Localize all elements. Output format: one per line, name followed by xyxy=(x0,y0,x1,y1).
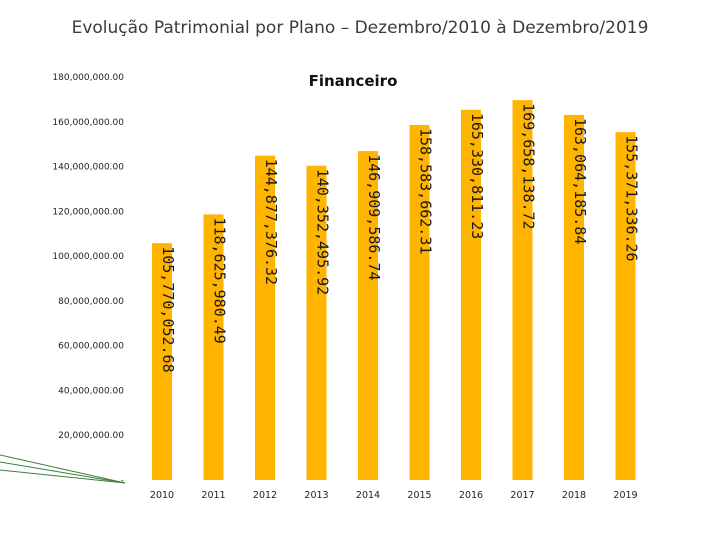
value-label-2012: 144,877,376.32 xyxy=(262,159,280,285)
decorative-corner-lines xyxy=(0,454,126,484)
y-tick-label: 140,000,000.00 xyxy=(52,163,124,173)
x-tick-label: 2014 xyxy=(356,490,380,501)
bar-2017 xyxy=(512,100,533,480)
value-label-2013: 140,352,495.92 xyxy=(314,169,332,295)
x-tick-label: 2019 xyxy=(613,490,637,501)
bar-2012 xyxy=(255,155,275,480)
decor-line xyxy=(0,469,126,484)
x-tick-label: 2015 xyxy=(407,490,431,501)
slide-title: Evolução Patrimonial por Plano – Dezembr… xyxy=(71,18,649,38)
x-tick-label: 2018 xyxy=(562,490,586,501)
value-label-2010: 105,770,052.68 xyxy=(159,246,177,372)
value-label-2018: 163,064,185.84 xyxy=(571,118,589,244)
value-label-2014: 146,909,586.74 xyxy=(365,154,383,280)
decor-line xyxy=(0,454,126,484)
x-tick-label: 2012 xyxy=(253,490,277,501)
chart-title: Financeiro xyxy=(309,72,398,90)
y-tick-label: - xyxy=(121,476,124,486)
decor-line xyxy=(0,461,126,484)
y-tick-label: 20,000,000.00 xyxy=(58,431,124,441)
x-tick-label: 2010 xyxy=(150,490,174,501)
bar-series xyxy=(152,100,636,481)
y-axis: - 20,000,000.00 40,000,000.00 60,000,000.00… xyxy=(52,73,124,486)
x-tick-label: 2017 xyxy=(510,490,534,501)
x-tick-label: 2016 xyxy=(459,490,483,501)
data-labels: 105,770,052.68 118,625,980.49 144,877,376.… xyxy=(159,103,641,372)
value-label-2016: 165,330,811.23 xyxy=(468,113,486,239)
value-label-2017: 169,658,138.72 xyxy=(520,103,538,229)
y-tick-label: 180,000,000.00 xyxy=(52,73,124,83)
value-label-2019: 155,371,336.26 xyxy=(623,135,641,261)
bar-2016 xyxy=(461,109,481,480)
y-tick-label: 100,000,000.00 xyxy=(52,252,124,262)
y-tick-label: 160,000,000.00 xyxy=(52,118,124,128)
bar-2018 xyxy=(564,114,584,480)
x-tick-label: 2013 xyxy=(304,490,328,501)
y-tick-label: 80,000,000.00 xyxy=(58,297,124,307)
y-tick-label: 120,000,000.00 xyxy=(52,207,124,217)
y-tick-label: 40,000,000.00 xyxy=(58,386,124,396)
value-label-2015: 158,583,662.31 xyxy=(417,128,435,254)
bar-2011 xyxy=(203,214,224,480)
bar-2019 xyxy=(615,132,636,480)
bar-2015 xyxy=(409,124,430,481)
bar-2010 xyxy=(152,243,172,480)
bar-2014 xyxy=(358,151,378,480)
value-label-2011: 118,625,980.49 xyxy=(211,217,229,343)
y-tick-label: 60,000,000.00 xyxy=(58,342,124,352)
x-tick-label: 2011 xyxy=(201,490,225,501)
x-axis: 2010 2011 2012 2013 2014 2015 2016 2017 2018 2019 xyxy=(150,490,638,501)
bar-2013 xyxy=(306,165,327,480)
